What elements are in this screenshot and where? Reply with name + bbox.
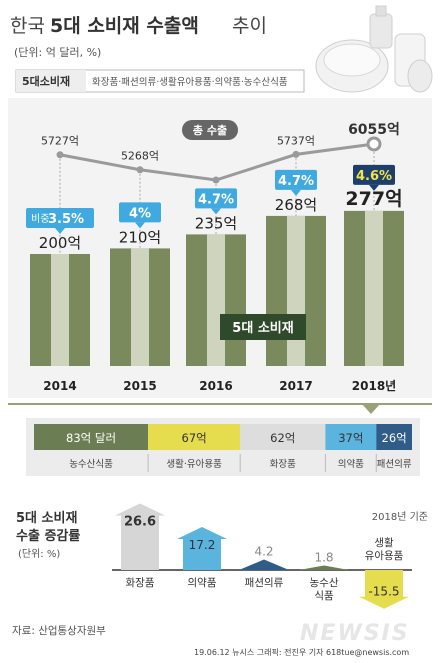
line-value-label-3: 5737억 <box>277 134 315 147</box>
share-badge-1 <box>119 202 161 223</box>
bar-stripe-2 <box>207 234 225 366</box>
growth-category-label-2-0: 패션의류 <box>245 577 284 589</box>
stack-segment-4 <box>376 424 412 450</box>
line-point-4 <box>366 136 382 152</box>
x-tick-label-0: 2014 <box>43 379 76 393</box>
growth-title-line2: 수출 증감률 <box>16 528 80 544</box>
growth-value-label-3: 1.8 <box>314 551 333 565</box>
growth-arrow-1 <box>177 527 227 570</box>
title-prefix: 한국 <box>10 15 45 37</box>
stack-name-label-4: 패션의류 <box>377 459 412 470</box>
growth-arrow-2 <box>239 559 289 570</box>
share-badge-0 <box>26 208 94 228</box>
share-badge-pointer-icon-1 <box>135 222 145 229</box>
growth-category-label-3-0: 농수산 <box>310 577 339 589</box>
share-badge-pointer-icon-2 <box>211 208 221 215</box>
line-point-0 <box>56 151 64 159</box>
stack-name-label-3: 의약품 <box>338 458 364 470</box>
x-tick-label-2: 2016 <box>199 379 232 393</box>
bar-series-label: 5대 소비재 <box>232 321 293 336</box>
unit-label: (단위: 억 달러, %) <box>14 46 101 59</box>
x-tick-label-3: 2017 <box>279 379 312 393</box>
growth-value-label-4: -15.5 <box>368 584 399 598</box>
x-tick-label-1: 2015 <box>123 379 156 393</box>
share-label-0: 3.5% <box>48 212 84 227</box>
share-label-3: 4.7% <box>278 174 314 189</box>
credit-text: 19.06.12 뉴시스 그래픽: 전진우 기자 618tue@newsis.c… <box>194 647 409 657</box>
line-point-2 <box>212 176 220 184</box>
growth-value-label-2: 4.2 <box>254 545 273 559</box>
category-list: 화장품·패션의류·생활유아용품·의약품·농수산식품 <box>92 76 288 88</box>
growth-category-label-4-0: 생활 <box>374 536 394 549</box>
growth-arrow-0 <box>115 503 165 570</box>
line-series-label: 총 수출 <box>193 123 227 137</box>
consumer-goods-bar-layer: 200억 비중3.5% 2014 210억 4% 2015 235억 4.7% 2016 268억… <box>26 164 404 393</box>
watermark-logo: NEWSIS <box>300 621 410 646</box>
category-tag: 5대소비재 <box>22 74 70 88</box>
stack-segment-2 <box>240 424 326 450</box>
stack-value-label-2: 62억 <box>270 431 295 445</box>
bar-stripe-1 <box>131 248 149 366</box>
growth-basis-note: 2018년 기준 <box>372 511 428 523</box>
growth-arrow-4 <box>359 570 409 609</box>
share-badge-pointer-icon-0 <box>55 228 65 234</box>
line-point-1 <box>136 166 144 174</box>
growth-unit: (단위: %) <box>18 547 60 560</box>
stack-value-label-3: 37억 <box>338 431 363 445</box>
growth-category-label-4-1: 유아용품 <box>365 550 404 562</box>
callout-pointer-icon <box>362 404 380 414</box>
share-badge-pointer-icon-3 <box>291 189 301 196</box>
share-badge-pointer-icon-4 <box>369 184 379 191</box>
bar-value-label-2: 235억 <box>195 214 237 232</box>
growth-title-line1: 5대 소비재 <box>16 511 77 526</box>
bar-value-label-0: 200억 <box>39 234 81 252</box>
stack-segment-0 <box>34 424 149 450</box>
cosmetics-illustration-icon <box>315 5 433 93</box>
bar-series-label-box <box>220 314 306 340</box>
growth-rate-layer: 26.6 17.2 4.2 1.8 -15.5 화장품 의약품 패션의류 농수산식품 생활유아용품 <box>112 503 412 609</box>
bar-value-label-3: 268억 <box>275 196 317 214</box>
stack-value-label-4: 26억 <box>382 431 407 445</box>
stack-name-label-0: 농수산식품 <box>69 459 113 470</box>
title-suffix: 추이 <box>232 15 267 37</box>
bar-stripe-0 <box>51 254 69 366</box>
line-value-label-4: 6055억 <box>348 122 400 138</box>
title-bold: 5대 소비재 수출액 <box>50 15 199 37</box>
line-value-label-0: 5727억 <box>41 135 79 148</box>
bar-stripe-4 <box>365 210 383 366</box>
share-label-1: 4% <box>129 206 151 221</box>
growth-category-label-3-1: 식품 <box>314 590 334 602</box>
stack-name-label-1: 생활·유아용품 <box>166 458 222 470</box>
share-label-4: 4.6% <box>356 169 392 184</box>
growth-category-label-0-0: 화장품 <box>126 577 155 589</box>
stack-value-label-0: 83억 달러 <box>66 431 116 445</box>
stack-name-label-2: 화장품 <box>270 459 296 470</box>
growth-category-label-1-0: 의약품 <box>188 577 217 589</box>
x-tick-label-4: 2018년 <box>352 379 396 393</box>
stack-value-label-1: 67억 <box>182 431 207 445</box>
bar-value-label-1: 210억 <box>119 228 161 246</box>
share-badge-4 <box>353 164 395 185</box>
bar-stripe-3 <box>287 215 305 366</box>
share-prefix: 비중 <box>31 213 49 225</box>
line-point-3 <box>292 150 300 158</box>
growth-value-label-1: 17.2 <box>189 538 216 552</box>
bar-value-label-4: 277억 <box>345 188 402 210</box>
line-value-label-1: 5268억 <box>121 150 159 163</box>
share-label-2: 4.7% <box>198 192 234 207</box>
line-series-label-box <box>182 120 238 140</box>
source-text: 자료: 산업통상자원부 <box>12 624 106 637</box>
stack-segment-3 <box>325 424 377 450</box>
growth-value-label-0: 26.6 <box>124 515 156 530</box>
share-badge-2 <box>195 188 237 209</box>
stack-segment-1 <box>148 424 241 450</box>
growth-arrow-3 <box>299 565 349 570</box>
share-badge-3 <box>275 169 317 190</box>
